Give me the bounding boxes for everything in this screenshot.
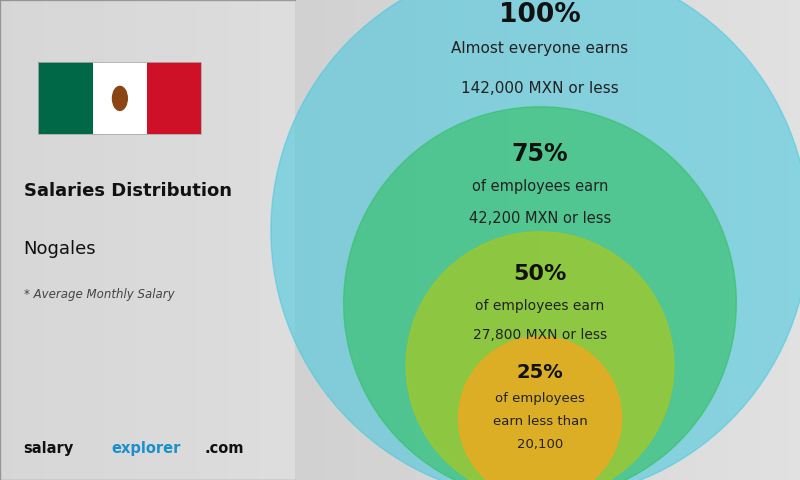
Text: 27,800 MXN or less: 27,800 MXN or less bbox=[473, 328, 607, 342]
Text: * Average Monthly Salary: * Average Monthly Salary bbox=[24, 288, 174, 301]
Circle shape bbox=[458, 336, 622, 480]
Text: of employees earn: of employees earn bbox=[472, 180, 608, 194]
FancyBboxPatch shape bbox=[38, 62, 93, 134]
Text: 25%: 25% bbox=[517, 363, 563, 382]
Text: of employees: of employees bbox=[495, 392, 585, 405]
Text: earn less than: earn less than bbox=[493, 415, 587, 428]
Text: 75%: 75% bbox=[512, 142, 568, 166]
Text: of employees earn: of employees earn bbox=[475, 299, 605, 313]
Text: 100%: 100% bbox=[499, 2, 581, 28]
Text: Nogales: Nogales bbox=[24, 240, 96, 258]
Text: salary: salary bbox=[24, 441, 74, 456]
FancyBboxPatch shape bbox=[147, 62, 202, 134]
Text: 142,000 MXN or less: 142,000 MXN or less bbox=[461, 81, 619, 96]
Text: Almost everyone earns: Almost everyone earns bbox=[451, 41, 629, 56]
Text: 20,100: 20,100 bbox=[517, 438, 563, 451]
FancyBboxPatch shape bbox=[0, 0, 296, 480]
Text: 42,200 MXN or less: 42,200 MXN or less bbox=[469, 212, 611, 227]
FancyBboxPatch shape bbox=[93, 62, 147, 134]
Circle shape bbox=[271, 0, 800, 480]
Text: 50%: 50% bbox=[514, 264, 566, 284]
Circle shape bbox=[406, 232, 674, 480]
Circle shape bbox=[344, 107, 736, 480]
Text: Salaries Distribution: Salaries Distribution bbox=[24, 182, 232, 201]
Text: explorer: explorer bbox=[111, 441, 180, 456]
Circle shape bbox=[113, 86, 127, 110]
Text: .com: .com bbox=[204, 441, 244, 456]
